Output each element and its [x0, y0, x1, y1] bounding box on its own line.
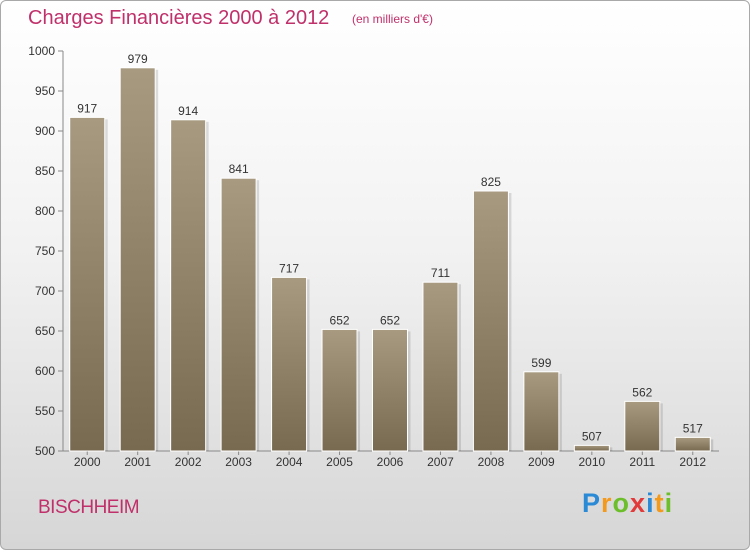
y-tick-label: 900	[35, 124, 55, 138]
x-tick-label: 2001	[124, 455, 151, 469]
bar	[321, 328, 358, 452]
x-tick-label: 2006	[377, 455, 404, 469]
bar	[472, 190, 509, 452]
proxiti-logo: Proxiti	[582, 488, 673, 519]
logo-letter: r	[601, 488, 613, 518]
bar-value-label: 562	[632, 385, 652, 399]
chart-title: Charges Financières 2000 à 2012	[28, 7, 330, 29]
bar	[674, 436, 711, 452]
y-tick-label: 750	[35, 244, 55, 258]
y-tick-label: 850	[35, 164, 55, 178]
x-tick-label: 2012	[679, 455, 706, 469]
logo-letter: o	[612, 488, 631, 518]
x-tick-label: 2007	[427, 455, 454, 469]
logo-letter: i	[664, 488, 674, 518]
x-tick-label: 2009	[528, 455, 555, 469]
logo-letter: x	[630, 488, 647, 518]
bar-value-label: 517	[683, 421, 703, 435]
y-tick-label: 1000	[28, 44, 55, 58]
x-tick-label: 2003	[225, 455, 252, 469]
x-tick-label: 2011	[629, 455, 655, 469]
y-tick-label: 500	[35, 444, 55, 458]
y-tick-label: 600	[35, 364, 55, 378]
x-tick-label: 2000	[74, 455, 101, 469]
bar-value-label: 917	[77, 101, 97, 115]
bar-value-label: 841	[229, 162, 249, 176]
bar-value-label: 599	[531, 356, 551, 370]
bar-value-label: 979	[128, 52, 148, 66]
city-name: BISCHHEIM	[38, 497, 140, 518]
bar	[119, 67, 156, 452]
bar-value-label: 652	[330, 313, 350, 327]
bar	[624, 400, 661, 452]
x-tick-label: 2005	[326, 455, 353, 469]
bar	[271, 276, 308, 452]
bar	[372, 328, 408, 452]
x-tick-label: 2010	[578, 455, 605, 469]
x-tick-label: 2002	[175, 455, 202, 469]
x-tick-label: 2008	[478, 455, 505, 469]
y-tick-label: 550	[35, 404, 55, 418]
bar-value-label: 825	[481, 175, 501, 189]
bar-value-label: 652	[380, 313, 400, 327]
logo-letter: t	[654, 488, 665, 518]
y-tick-label: 650	[35, 324, 55, 338]
bar	[220, 177, 257, 452]
x-tick-label: 2004	[276, 455, 303, 469]
bar-value-label: 914	[178, 104, 198, 118]
bar-value-label: 711	[431, 266, 450, 280]
bar	[170, 119, 207, 452]
bar	[573, 444, 610, 452]
bar	[69, 116, 106, 452]
bar	[422, 281, 459, 452]
bar	[523, 371, 560, 452]
chart-subtitle: (en milliers d'€)	[352, 12, 433, 26]
y-tick-label: 700	[35, 284, 55, 298]
logo-letter: P	[582, 488, 602, 518]
logo-letter: i	[646, 488, 655, 518]
bar-value-label: 507	[582, 429, 602, 443]
bar-value-label: 717	[279, 261, 299, 275]
y-tick-label: 950	[35, 84, 55, 98]
y-tick-label: 800	[35, 204, 55, 218]
